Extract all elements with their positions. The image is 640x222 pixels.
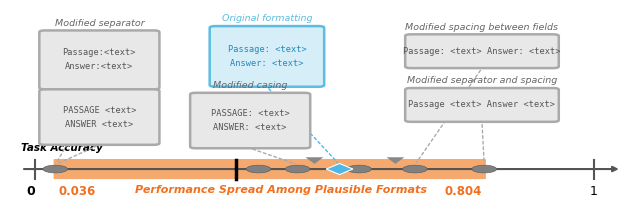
- Text: PASSAGE <text>
ANSWER <text>: PASSAGE <text> ANSWER <text>: [63, 106, 136, 129]
- Text: Modified separator: Modified separator: [54, 19, 144, 28]
- Text: Passage: <text>
Answer: <text>: Passage: <text> Answer: <text>: [228, 45, 307, 68]
- FancyBboxPatch shape: [405, 34, 559, 68]
- Text: Modified casing: Modified casing: [213, 81, 287, 90]
- Text: Original formatting: Original formatting: [221, 14, 312, 24]
- Text: Passage:<text>
Answer:<text>: Passage:<text> Answer:<text>: [63, 48, 136, 71]
- Polygon shape: [387, 157, 404, 164]
- Text: PASSAGE: <text>
ANSWER: <text>: PASSAGE: <text> ANSWER: <text>: [211, 109, 289, 132]
- Circle shape: [43, 165, 68, 173]
- Text: 0: 0: [27, 185, 35, 198]
- Text: 0.804: 0.804: [444, 185, 481, 198]
- FancyBboxPatch shape: [190, 93, 310, 148]
- Text: Task Accuracy: Task Accuracy: [21, 143, 103, 153]
- Text: Performance Spread Among Plausible Formats: Performance Spread Among Plausible Forma…: [135, 185, 427, 195]
- Circle shape: [472, 165, 497, 173]
- Circle shape: [285, 165, 310, 173]
- Polygon shape: [305, 157, 323, 164]
- Text: Modified spacing between fields: Modified spacing between fields: [406, 23, 559, 32]
- FancyBboxPatch shape: [39, 30, 159, 89]
- FancyBboxPatch shape: [54, 159, 486, 179]
- Text: Modified separator and spacing: Modified separator and spacing: [407, 76, 557, 85]
- FancyBboxPatch shape: [210, 26, 324, 87]
- FancyBboxPatch shape: [39, 89, 159, 145]
- Circle shape: [403, 165, 428, 173]
- Text: 0.036: 0.036: [58, 185, 95, 198]
- Circle shape: [246, 165, 271, 173]
- Text: Passage <text> Answer <text>: Passage <text> Answer <text>: [408, 100, 556, 109]
- Polygon shape: [326, 163, 353, 174]
- Circle shape: [347, 165, 371, 173]
- Text: 1: 1: [589, 185, 598, 198]
- FancyBboxPatch shape: [405, 88, 559, 122]
- Text: Passage: <text> Answer: <text>: Passage: <text> Answer: <text>: [403, 47, 561, 56]
